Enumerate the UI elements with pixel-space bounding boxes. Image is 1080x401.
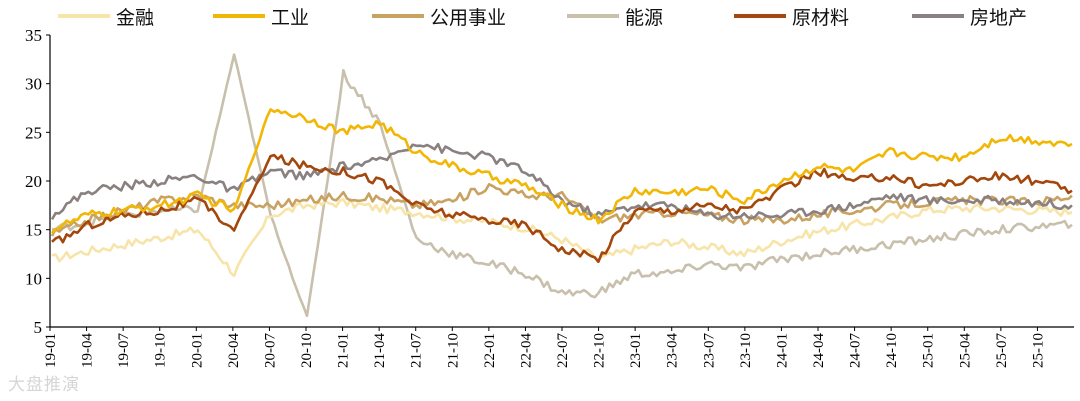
legend-item-real-estate: 房地产 bbox=[912, 2, 1027, 30]
legend-swatch-utilities bbox=[372, 14, 424, 18]
legend-item-materials: 原材料 bbox=[734, 2, 849, 30]
x-tick-label: 21-04 bbox=[372, 333, 388, 368]
x-tick-label: 20-01 bbox=[189, 333, 205, 368]
x-tick-label: 23-07 bbox=[701, 333, 717, 368]
legend-label-utilities: 公用事业 bbox=[430, 6, 507, 29]
x-tick-label: 25-10 bbox=[1030, 333, 1046, 368]
series-line-0 bbox=[51, 198, 1073, 278]
y-tick-label: 5 bbox=[34, 318, 43, 337]
x-tick-label: 24-01 bbox=[774, 333, 790, 368]
x-tick-label: 22-01 bbox=[482, 333, 498, 368]
x-tick-label: 22-07 bbox=[555, 333, 571, 368]
legend-swatch-industrial bbox=[213, 14, 265, 18]
y-tick-label: 20 bbox=[25, 172, 42, 191]
x-tick-label: 19-07 bbox=[116, 333, 132, 368]
x-tick-label: 24-10 bbox=[884, 333, 900, 368]
legend-item-industrial: 工业 bbox=[213, 2, 309, 30]
y-tick-label: 25 bbox=[25, 123, 42, 142]
x-tick-group: 19-01 19-04 19-07 19-10 20-01 20-04 20-07 20-10… bbox=[43, 327, 1046, 368]
x-tick-label: 24-07 bbox=[848, 333, 864, 368]
legend-label-materials: 原材料 bbox=[792, 6, 850, 29]
x-tick-label: 22-10 bbox=[592, 333, 608, 368]
legend-swatch-energy bbox=[567, 14, 619, 18]
series-line-1 bbox=[51, 108, 1073, 234]
x-tick-label: 20-10 bbox=[299, 333, 315, 368]
x-tick-label: 21-07 bbox=[409, 333, 425, 368]
y-tick-group: 5 10 15 20 25 30 35 bbox=[25, 26, 50, 337]
legend-item-energy: 能源 bbox=[567, 2, 663, 30]
series-line-4 bbox=[51, 153, 1073, 264]
x-tick-label: 19-04 bbox=[80, 333, 96, 368]
x-tick-label: 20-04 bbox=[226, 333, 242, 368]
x-tick-label: 21-01 bbox=[336, 333, 352, 368]
series-line-5 bbox=[50, 142, 1073, 221]
plot-series-group bbox=[50, 53, 1073, 318]
x-tick-label: 19-10 bbox=[153, 333, 169, 368]
legend-swatch-materials bbox=[734, 14, 786, 18]
series-line-3 bbox=[51, 53, 1073, 318]
legend-label-energy: 能源 bbox=[625, 6, 664, 29]
legend-label-finance: 金融 bbox=[116, 6, 155, 29]
legend-label-industrial: 工业 bbox=[271, 6, 310, 29]
x-tick-label: 21-10 bbox=[445, 333, 461, 368]
watermark: 大盘推演 bbox=[8, 375, 80, 395]
legend-item-utilities: 公用事业 bbox=[372, 2, 506, 30]
x-tick-label: 23-10 bbox=[738, 333, 754, 368]
x-tick-label: 22-04 bbox=[518, 333, 534, 368]
legend-label-real-estate: 房地产 bbox=[970, 6, 1028, 29]
x-tick-label: 25-01 bbox=[921, 333, 937, 368]
x-tick-label: 25-04 bbox=[957, 333, 973, 368]
y-tick-label: 35 bbox=[25, 26, 42, 45]
y-tick-label: 15 bbox=[25, 221, 42, 240]
x-tick-label: 20-07 bbox=[262, 333, 278, 368]
x-tick-label: 23-01 bbox=[628, 333, 644, 368]
legend-swatch-finance bbox=[58, 14, 110, 18]
y-tick-label: 10 bbox=[25, 269, 42, 288]
x-tick-label: 25-07 bbox=[994, 333, 1010, 368]
x-tick-label: 19-01 bbox=[43, 333, 59, 368]
legend-swatch-real-estate bbox=[912, 14, 964, 18]
series-line-2 bbox=[50, 183, 1073, 237]
x-tick-label: 24-04 bbox=[811, 333, 827, 368]
y-tick-label: 30 bbox=[25, 75, 42, 94]
legend-item-finance: 金融 bbox=[58, 2, 154, 30]
x-tick-label: 23-04 bbox=[665, 333, 681, 368]
